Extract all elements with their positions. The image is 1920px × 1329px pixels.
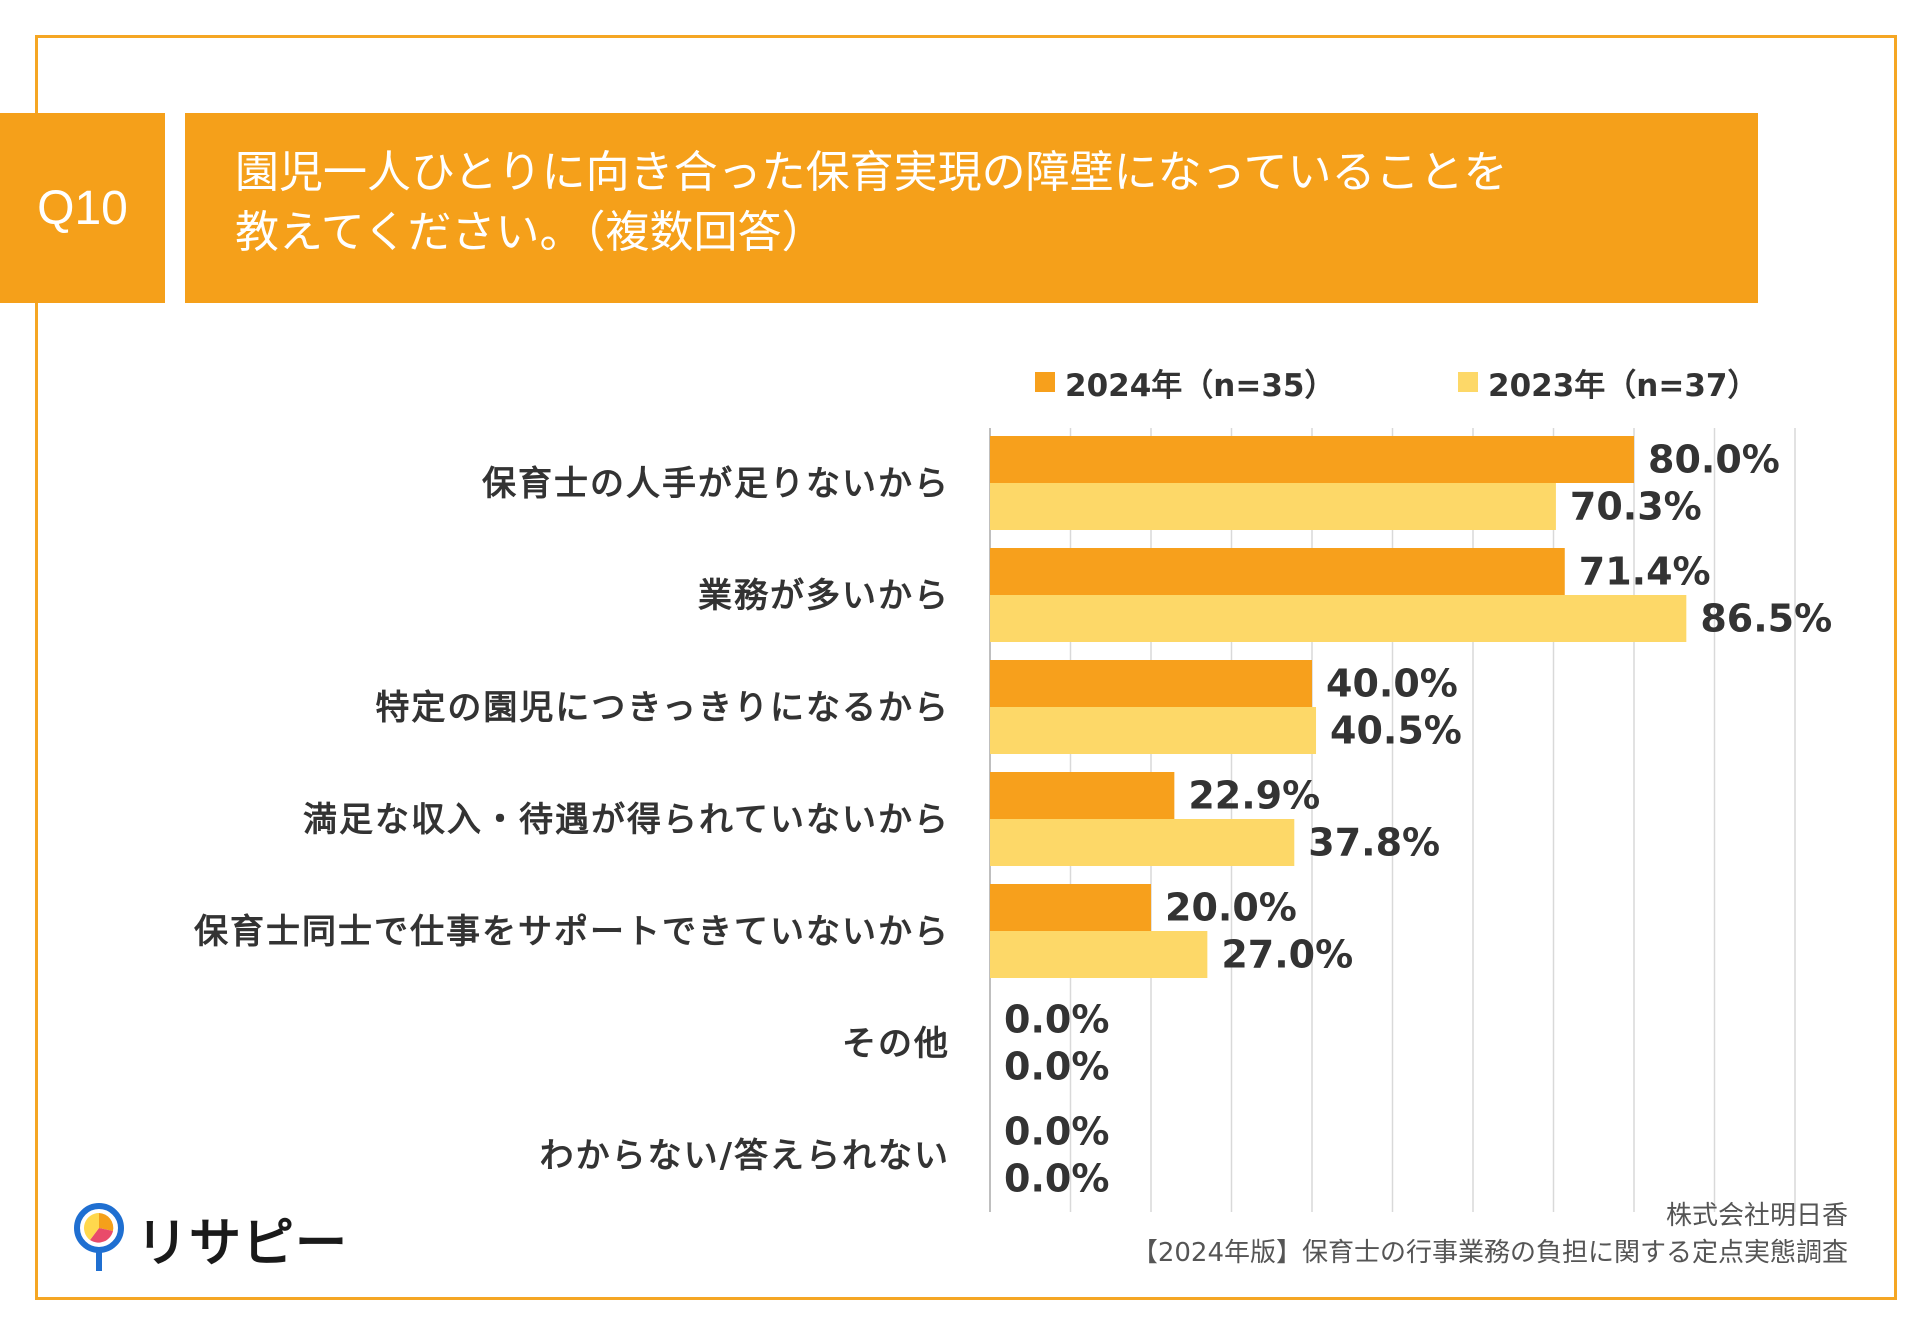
bar-2023	[990, 483, 1556, 530]
bar-2023	[990, 819, 1295, 866]
category-label: 保育士の人手が足りないから	[482, 464, 950, 504]
logo-pin-icon	[74, 1203, 124, 1271]
outer-frame	[35, 35, 1897, 1300]
data-label: 40.5%	[1330, 709, 1462, 753]
category-label: 業務が多いから	[698, 576, 950, 616]
survey-name: 【2024年版】保育士の行事業務の負担に関する定点実態調査	[1131, 1238, 1848, 1268]
data-label: 20.0%	[1165, 886, 1297, 930]
data-label: 71.4%	[1579, 550, 1711, 594]
legend-swatch-2023	[1458, 372, 1478, 392]
question-title-line-2: 教えてください。（複数回答）	[235, 207, 826, 258]
legend-item-2024: 2024年（n=35）	[1035, 360, 1335, 404]
legend-label-2023: 2023年（n=37）	[1488, 367, 1759, 404]
data-label: 0.0%	[1004, 1110, 1109, 1154]
data-label: 0.0%	[1004, 1157, 1109, 1201]
category-label: 保育士同士で仕事をサポートできていないから	[194, 912, 950, 952]
bar-2023	[990, 595, 1687, 642]
data-label: 0.0%	[1004, 1045, 1109, 1089]
category-label: 満足な収入・待遇が得られていないから	[303, 800, 950, 840]
bar-2024	[990, 660, 1312, 707]
data-label: 22.9%	[1188, 774, 1320, 818]
data-label: 40.0%	[1326, 662, 1458, 706]
category-label: その他	[842, 1024, 950, 1064]
question-title: 園児一人ひとりに向き合った保育実現の障壁になっていることを 教えてください。（複…	[185, 113, 1758, 303]
bar-2024	[990, 884, 1151, 931]
legend-swatch-2024	[1035, 372, 1055, 392]
data-label: 86.5%	[1700, 597, 1832, 641]
data-label: 70.3%	[1570, 485, 1702, 529]
question-title-line-1: 園児一人ひとりに向き合った保育実現の障壁になっていることを	[235, 147, 1508, 198]
company-name: 株式会社明日香	[1665, 1201, 1848, 1231]
category-label: 特定の園児につきっきりになるから	[375, 688, 950, 728]
category-label: わからない/答えられない	[539, 1136, 950, 1176]
legend-label-2024: 2024年（n=35）	[1065, 367, 1336, 404]
logo: リサピー	[72, 1203, 349, 1274]
data-label: 27.0%	[1221, 933, 1353, 977]
logo-text: リサピー	[136, 1213, 349, 1274]
bar-2024	[990, 772, 1175, 819]
data-label: 0.0%	[1004, 998, 1109, 1042]
bar-2023	[990, 931, 1208, 978]
data-label: 80.0%	[1648, 438, 1780, 482]
bar-2024	[990, 436, 1634, 483]
bar-2023	[990, 707, 1317, 754]
bar-2024	[990, 548, 1565, 595]
data-label: 37.8%	[1308, 821, 1440, 865]
legend-item-2023: 2023年（n=37）	[1458, 360, 1758, 404]
question-number-badge: Q10	[0, 113, 165, 303]
